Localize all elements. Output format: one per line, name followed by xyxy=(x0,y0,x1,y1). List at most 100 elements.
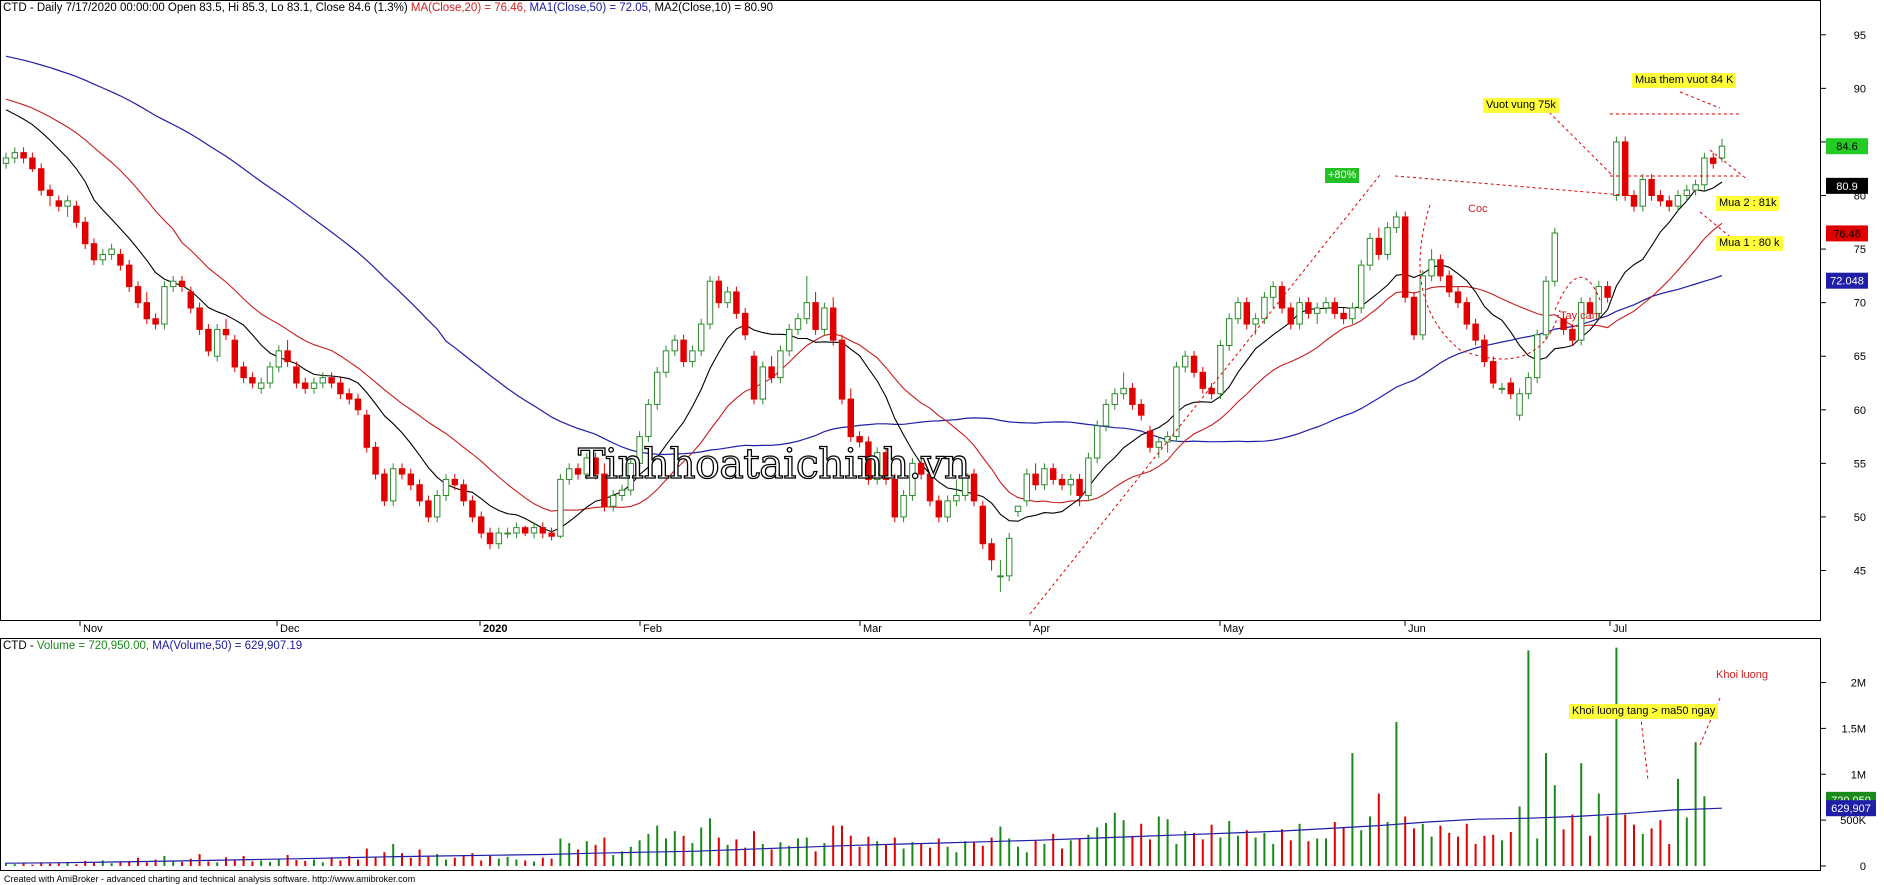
volume-bar xyxy=(154,859,157,866)
candle-body xyxy=(838,339,846,400)
volume-bar xyxy=(1545,753,1547,866)
candle-body xyxy=(29,157,36,170)
volume-tick-label: 2M xyxy=(1851,678,1866,690)
volume-bar xyxy=(770,849,773,866)
volume-bar xyxy=(876,841,879,866)
candle-body xyxy=(249,377,256,384)
candle-body xyxy=(257,382,265,389)
candle-body xyxy=(117,253,124,266)
candle-body xyxy=(1032,473,1039,486)
candle-body xyxy=(873,452,881,480)
volume-bar xyxy=(779,842,782,866)
candle-body xyxy=(1454,291,1462,304)
price-tick-label: 65 xyxy=(1854,351,1866,363)
candle-body xyxy=(495,532,503,545)
time-tick-label: 2020 xyxy=(483,623,507,635)
volume-bar xyxy=(621,851,623,866)
candle-body xyxy=(882,452,890,480)
volume-bar xyxy=(1685,817,1688,866)
candle-body xyxy=(1366,237,1374,266)
time-tick-label: Dec xyxy=(280,623,300,635)
volume-bar xyxy=(1113,812,1116,866)
volume-bar xyxy=(1219,837,1222,866)
candle-body xyxy=(662,350,670,373)
volume-bar xyxy=(1061,848,1063,866)
volume-bar xyxy=(700,827,703,866)
volume-bar xyxy=(946,846,949,866)
volume-bar xyxy=(75,864,78,866)
mua2-label: Mua 2 : 81k xyxy=(1716,196,1780,211)
volume-bar xyxy=(893,837,896,866)
candle-body xyxy=(1041,468,1048,486)
candle-body xyxy=(829,307,837,341)
volume-bar xyxy=(1395,721,1398,866)
volume-bar xyxy=(1562,829,1565,866)
price-header: CTD - Daily 7/17/2020 00:00:00 Open 83.5… xyxy=(3,2,773,15)
candle-body xyxy=(363,414,371,448)
volume-bar xyxy=(321,862,324,866)
candle-body xyxy=(2,157,10,164)
volume-bar xyxy=(1606,816,1609,866)
volume-bar xyxy=(1457,836,1459,866)
volume-bar xyxy=(49,863,51,866)
candle-body xyxy=(1569,328,1576,341)
volume-bar xyxy=(1017,846,1019,866)
volume-bar xyxy=(867,836,870,866)
cup-curve xyxy=(1419,204,1561,360)
volume-bar xyxy=(1105,822,1107,866)
volume-bar xyxy=(1536,838,1539,866)
chart-frames xyxy=(0,0,1821,871)
volume-bar xyxy=(1492,834,1495,866)
candle-body xyxy=(407,473,415,486)
candle-body xyxy=(504,532,511,535)
candle-body xyxy=(1375,237,1383,255)
volume-bar xyxy=(1474,843,1477,866)
volume-bar xyxy=(1703,796,1706,866)
candle-body xyxy=(354,398,362,411)
volume-bar xyxy=(1694,742,1697,866)
candle-body xyxy=(1648,178,1655,197)
price-tick-label: 45 xyxy=(1854,566,1866,578)
volume-bar xyxy=(885,844,887,866)
volume-prefix: CTD - xyxy=(3,640,37,652)
candle-body xyxy=(812,302,819,330)
candle-body xyxy=(1146,430,1154,448)
candle-body xyxy=(1674,195,1682,207)
candle-body xyxy=(169,280,177,288)
candle-body xyxy=(513,527,520,534)
volume-bar xyxy=(277,858,280,866)
volume-bar xyxy=(1624,814,1627,866)
candle-body xyxy=(1137,403,1145,416)
ma50-badge: 72.048 xyxy=(1830,276,1864,288)
candle-body xyxy=(381,473,388,502)
volume-bar xyxy=(207,861,210,866)
volume-bar xyxy=(814,851,817,866)
candle-body xyxy=(1577,302,1585,341)
volume-bar xyxy=(1087,834,1090,866)
volume-bar xyxy=(1210,824,1213,866)
candle-body xyxy=(205,328,212,352)
candle-body xyxy=(1357,264,1365,309)
candle-body xyxy=(636,436,643,464)
tay-cam-label: Tay cam xyxy=(1560,310,1601,322)
volume-bar xyxy=(1509,832,1512,866)
volume-bar xyxy=(1043,843,1046,866)
candle-body xyxy=(1173,366,1180,438)
candle-body xyxy=(548,532,555,537)
candle-body xyxy=(1489,361,1497,384)
volume-bar xyxy=(480,860,483,866)
footer-credit: Created with AmiBroker - advanced charti… xyxy=(4,874,416,884)
volume-bar xyxy=(858,846,861,866)
candle-body xyxy=(275,350,283,368)
candle-body xyxy=(125,264,133,288)
volume-bar xyxy=(181,861,183,866)
candle-body xyxy=(231,339,239,368)
candle-body xyxy=(935,500,943,518)
candle-body xyxy=(20,152,27,159)
candle-body xyxy=(1190,355,1198,373)
volume-bar xyxy=(568,843,571,866)
ma10-badge: 80.9 xyxy=(1836,181,1857,193)
candle-body xyxy=(856,436,863,443)
volume-header: CTD - Volume = 720,950.00, MA(Volume,50)… xyxy=(3,640,302,653)
candle-body xyxy=(240,366,247,379)
